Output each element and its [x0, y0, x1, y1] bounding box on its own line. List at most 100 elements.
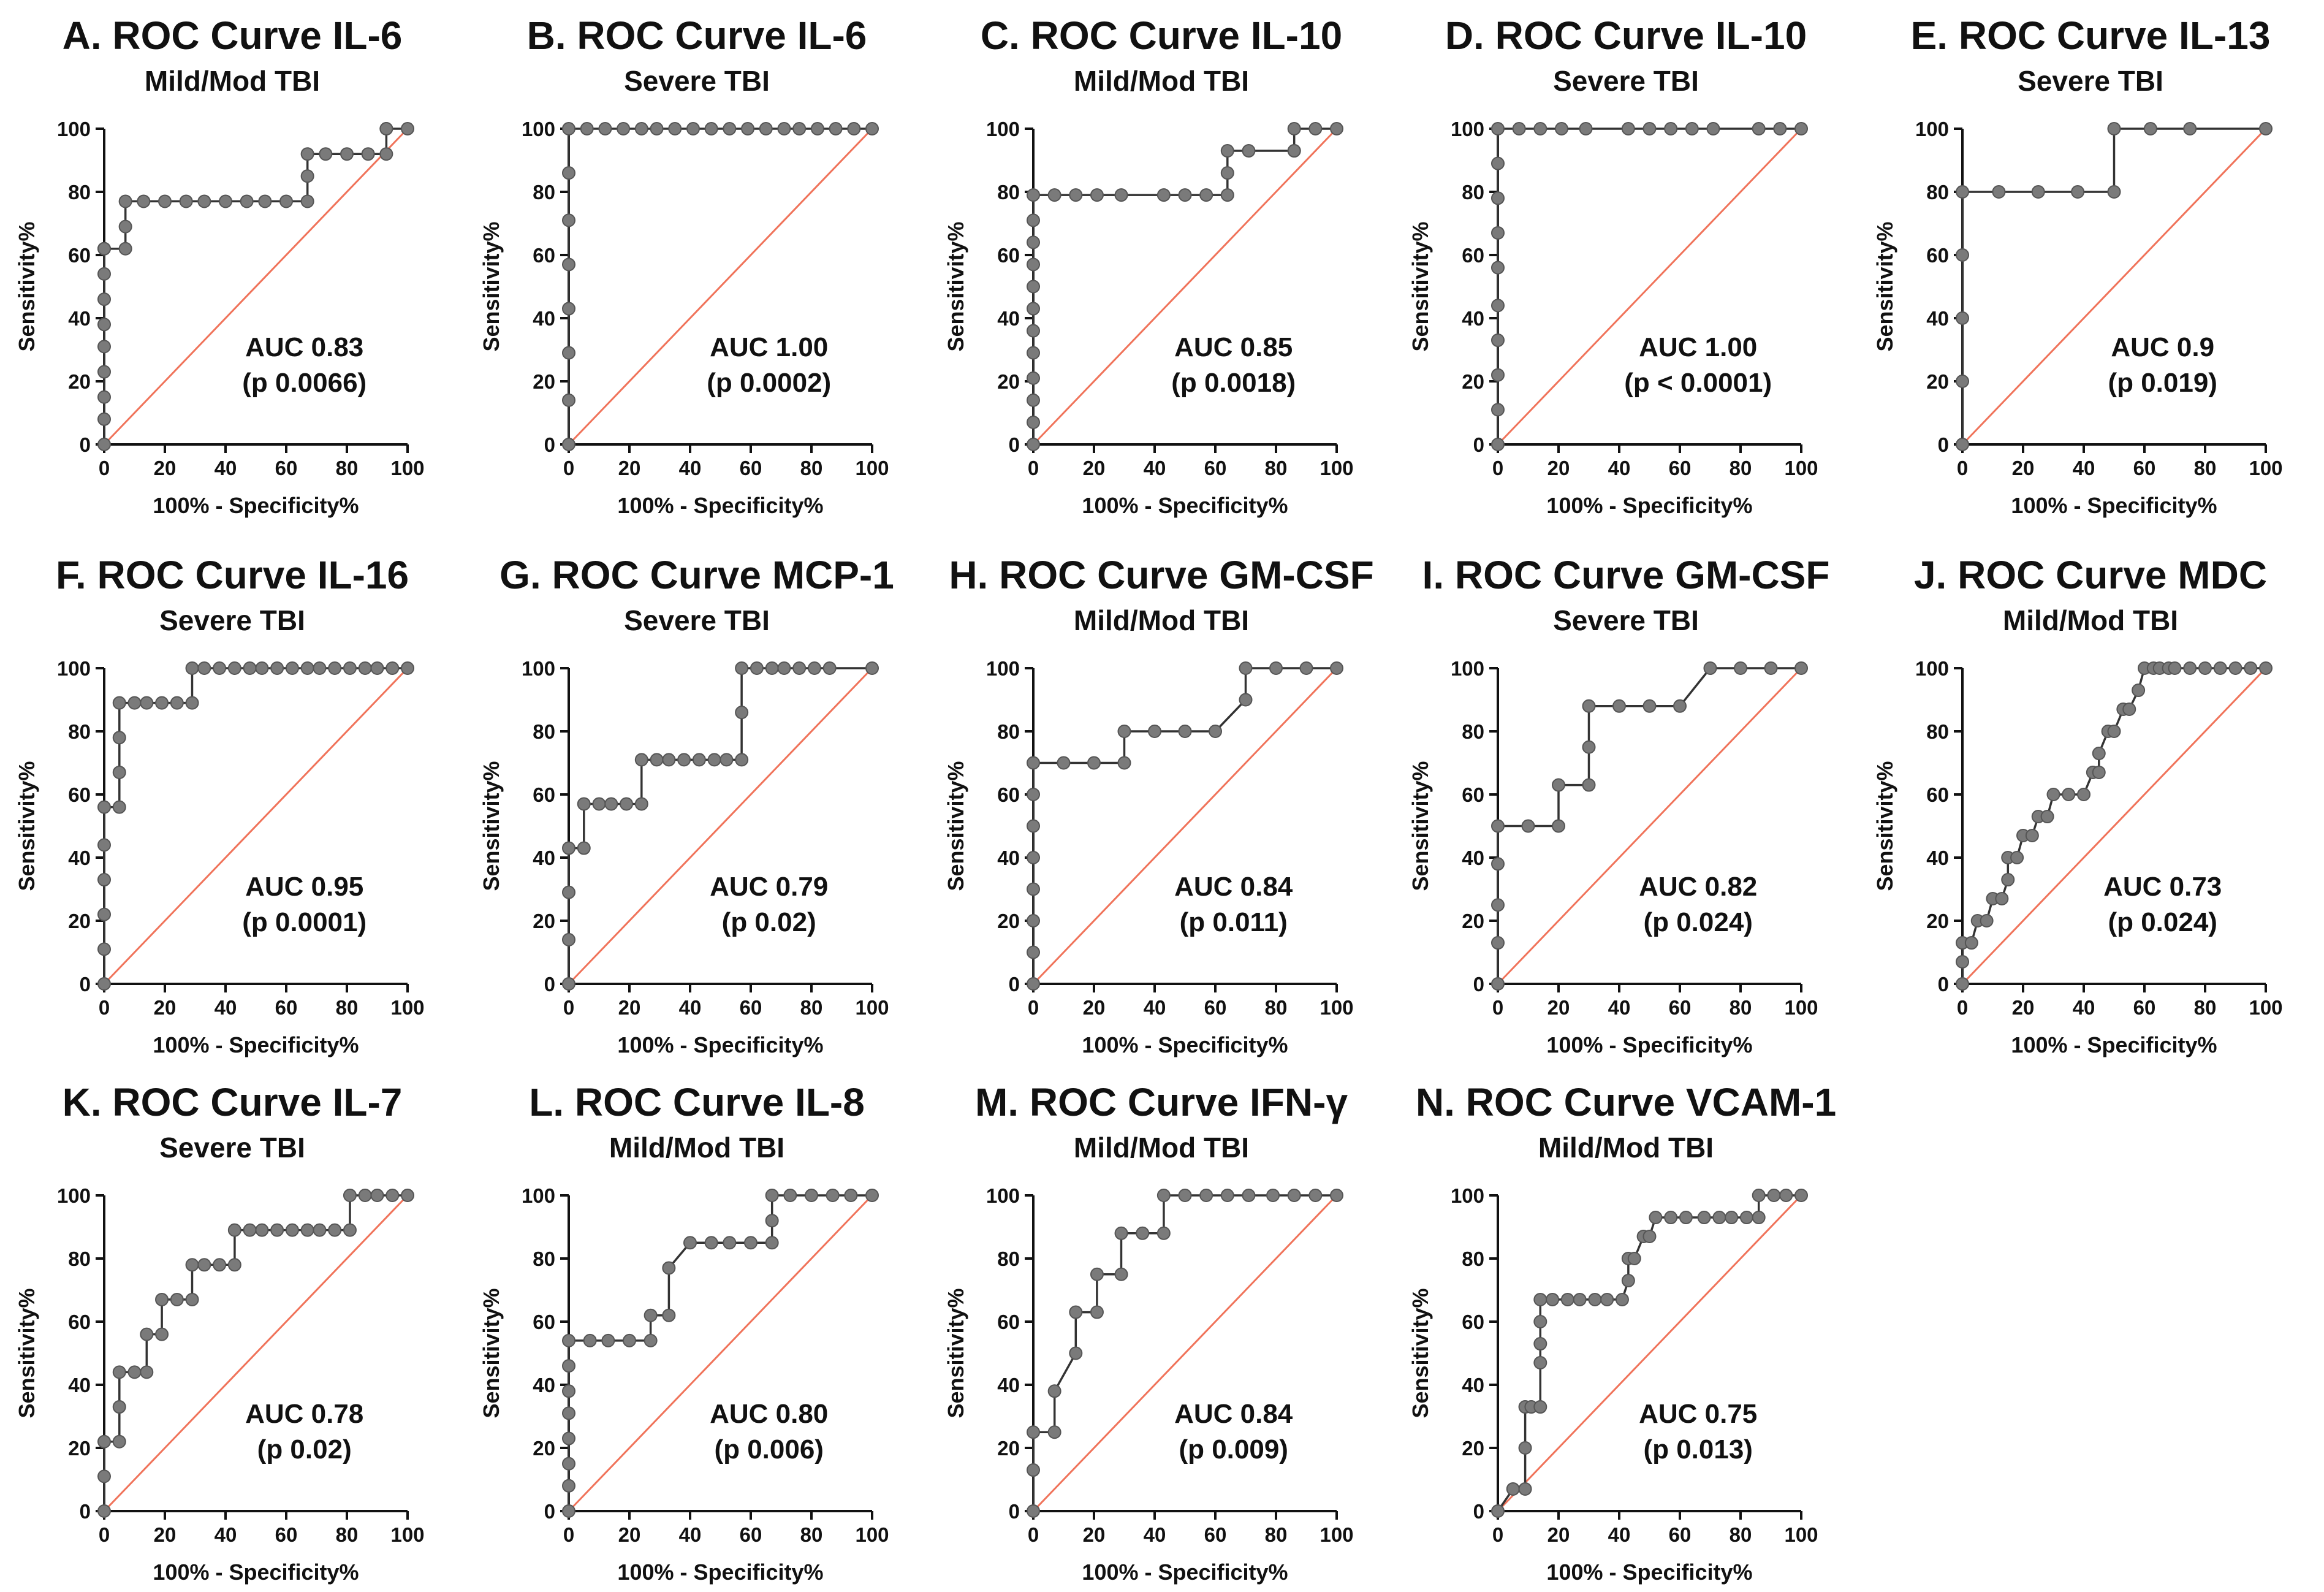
roc-point: [777, 661, 791, 675]
x-tick-label: 20: [1547, 457, 1570, 479]
roc-point: [601, 1333, 615, 1347]
roc-point: [2010, 851, 2024, 864]
x-tick-label: 100: [390, 1523, 424, 1546]
y-tick-label: 20: [1926, 370, 1949, 393]
x-tick-label: 20: [1083, 457, 1106, 479]
reference-line: [103, 1194, 409, 1512]
y-tick-label: 0: [1473, 973, 1484, 996]
y-axis-label: Sensitivity%: [479, 1288, 504, 1418]
roc-point: [1220, 166, 1234, 180]
auc-label: AUC 0.80: [710, 1399, 828, 1429]
roc-point: [127, 1365, 142, 1379]
roc-point: [1649, 1211, 1663, 1225]
y-tick-label: 20: [1926, 910, 1949, 932]
x-tick-label: 0: [1957, 996, 1968, 1019]
roc-point: [1546, 1292, 1560, 1306]
y-tick-label: 40: [68, 307, 91, 330]
y-tick-label: 100: [1915, 118, 1949, 140]
y-axis-label: Sensitivity%: [14, 761, 39, 891]
roc-point: [2077, 788, 2090, 801]
roc-point: [97, 838, 111, 852]
roc-point: [1533, 1355, 1547, 1369]
roc-point: [97, 340, 111, 354]
roc-point: [1330, 122, 1343, 135]
roc-point: [1491, 368, 1505, 382]
y-axis-label: Sensitivity%: [14, 221, 39, 351]
x-axis-label: 100% - Specificity%: [617, 1032, 823, 1057]
roc-panel: G. ROC Curve MCP-1 Severe TBI 0 20 40 60 80 100…: [465, 539, 929, 1067]
y-tick-label: 20: [1462, 370, 1484, 393]
chart-title: K. ROC Curve IL-7: [63, 1080, 403, 1124]
reference-line: [1961, 128, 2267, 446]
y-axis-label: Sensitivity%: [1408, 221, 1433, 351]
roc-point: [662, 1308, 676, 1322]
roc-point: [227, 1258, 241, 1272]
x-tick-label: 80: [800, 457, 823, 479]
y-tick-label: 60: [1462, 244, 1484, 267]
roc-point: [707, 753, 721, 767]
y-tick-label: 80: [997, 720, 1020, 743]
roc-chart: L. ROC Curve IL-8 Mild/Mod TBI 0 20 40 60 80 10…: [479, 1080, 889, 1585]
x-tick-label: 100: [1320, 1523, 1353, 1546]
x-tick-label: 40: [215, 996, 237, 1019]
y-tick-label: 20: [533, 910, 555, 932]
roc-point: [634, 753, 648, 767]
chart-subtitle: Mild/Mod TBI: [609, 1132, 784, 1164]
auc-label: AUC 0.84: [1174, 1399, 1293, 1429]
roc-point: [1512, 122, 1526, 135]
roc-point: [1739, 1211, 1753, 1225]
x-tick-label: 20: [2012, 996, 2035, 1019]
y-axis-label: Sensitivity%: [1872, 761, 1897, 891]
roc-point: [379, 122, 393, 135]
roc-point: [140, 696, 154, 710]
reference-line: [1497, 667, 1802, 985]
roc-point: [385, 1189, 400, 1202]
roc-point: [735, 753, 749, 767]
roc-point: [1069, 188, 1083, 202]
y-tick-label: 0: [1009, 973, 1020, 996]
roc-point: [112, 765, 126, 779]
reference-line: [1032, 128, 1338, 446]
x-tick-label: 0: [1492, 457, 1503, 479]
roc-point: [97, 412, 111, 426]
roc-point: [118, 194, 132, 208]
roc-point: [97, 242, 111, 256]
x-axis-label: 100% - Specificity%: [1082, 1560, 1288, 1585]
roc-point: [112, 696, 126, 710]
roc-panel: J. ROC Curve MDC Mild/Mod TBI 0 20 40 60 80 100…: [1858, 539, 2323, 1067]
y-tick-label: 40: [997, 307, 1020, 330]
roc-point: [865, 1189, 879, 1202]
x-tick-label: 60: [275, 457, 298, 479]
roc-point: [2107, 185, 2121, 199]
x-tick-label: 100: [1320, 457, 1353, 479]
x-tick-label: 60: [1204, 996, 1227, 1019]
x-tick-label: 80: [1730, 457, 1752, 479]
roc-point: [1956, 311, 1969, 325]
roc-point: [598, 122, 612, 135]
y-axis-label: Sensitivity%: [1408, 1288, 1433, 1418]
x-tick-label: 100: [1784, 1523, 1818, 1546]
x-tick-label: 60: [1204, 457, 1227, 479]
roc-point: [865, 122, 879, 135]
roc-point: [358, 1189, 372, 1202]
roc-point: [97, 292, 111, 307]
roc-point: [1554, 122, 1568, 135]
x-tick-label: 80: [1265, 457, 1288, 479]
roc-point: [662, 1261, 676, 1275]
roc-point: [562, 841, 575, 855]
roc-point: [1027, 788, 1040, 801]
roc-point: [343, 1223, 357, 1237]
roc-point: [1995, 891, 2009, 905]
roc-point: [243, 1223, 257, 1237]
y-tick-label: 40: [1926, 847, 1949, 869]
roc-point: [1117, 725, 1131, 738]
chart-subtitle: Severe TBI: [624, 604, 770, 636]
roc-point: [1706, 122, 1720, 135]
roc-point: [810, 122, 824, 135]
roc-point: [2062, 788, 2076, 801]
roc-point: [583, 1333, 597, 1347]
roc-point: [97, 365, 111, 379]
roc-point: [562, 885, 575, 899]
auc-label: AUC 0.79: [710, 872, 828, 902]
x-tick-label: 60: [740, 457, 762, 479]
